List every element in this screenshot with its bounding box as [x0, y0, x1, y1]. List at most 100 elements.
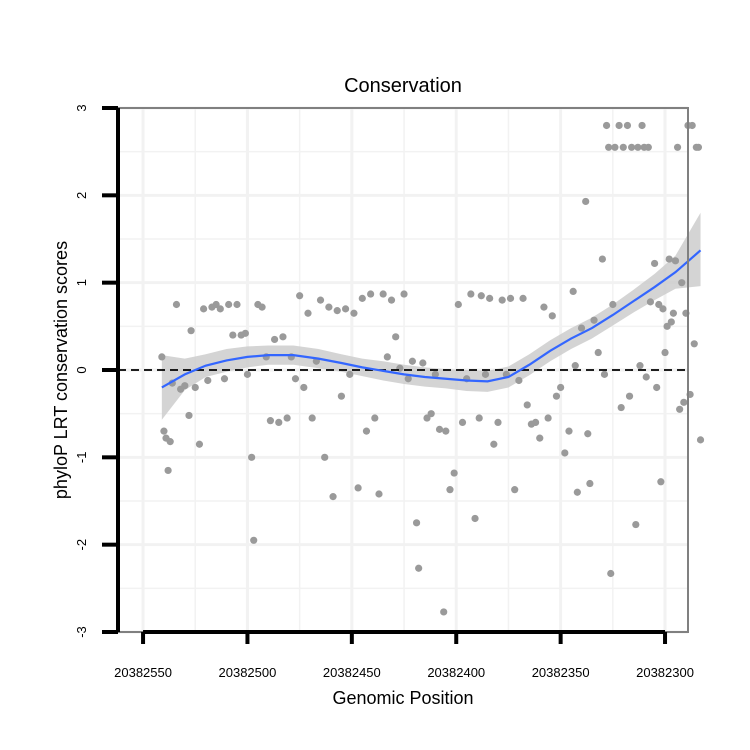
data-point [531, 418, 540, 426]
data-point [371, 414, 379, 422]
x-tick-label: 20382350 [532, 665, 590, 680]
data-point [650, 259, 659, 268]
data-point [467, 290, 475, 298]
data-point [296, 292, 304, 300]
data-point [544, 414, 552, 422]
data-point [623, 121, 632, 130]
y-tick-label: -1 [74, 452, 89, 464]
data-point [200, 305, 208, 313]
data-point [392, 333, 400, 341]
data-point [590, 316, 598, 324]
data-point [598, 255, 606, 263]
data-point [233, 300, 241, 309]
data-point [375, 490, 383, 498]
data-point [642, 373, 650, 381]
data-point [659, 305, 667, 313]
data-point [607, 569, 615, 578]
data-point [494, 418, 502, 426]
data-point [337, 392, 346, 400]
data-point [362, 427, 371, 435]
y-tick-label: -3 [74, 626, 89, 638]
y-tick-label: 0 [74, 366, 89, 373]
data-point [354, 484, 362, 492]
loess-line [161, 249, 702, 389]
data-point [548, 312, 556, 320]
x-tick-label: 20382450 [323, 665, 381, 680]
data-point [300, 383, 308, 392]
data-point [279, 333, 287, 341]
data-point [383, 353, 391, 361]
data-point [486, 294, 494, 302]
data-point [435, 425, 444, 433]
data-point [609, 300, 617, 309]
data-point [481, 370, 490, 378]
data-point [358, 294, 366, 302]
data-point [632, 520, 640, 529]
y-tick-label: 1 [74, 279, 89, 286]
data-point [229, 331, 237, 339]
data-point [634, 143, 642, 151]
y-axis-title: phyloP LRT conservation scores [51, 241, 71, 499]
data-point [661, 348, 669, 357]
data-point [636, 362, 644, 370]
data-point [671, 257, 680, 265]
data-point [696, 436, 705, 444]
data-point [283, 414, 291, 422]
data-point [270, 335, 279, 344]
x-axis-title: Genomic Position [332, 688, 473, 708]
data-point [498, 296, 506, 304]
data-point [220, 375, 229, 383]
x-axis: 20382550 20382500 20382450 20382400 20382350… [114, 630, 694, 680]
data-point [615, 121, 623, 130]
data-point [561, 449, 569, 457]
data-point [308, 414, 316, 422]
data-point [241, 329, 249, 337]
data-point [216, 305, 224, 313]
data-point [667, 318, 675, 326]
data-point [669, 309, 677, 317]
data-point [185, 411, 193, 420]
data-point [573, 488, 581, 496]
x-tick-label: 20382550 [114, 665, 172, 680]
y-tick-label: 3 [74, 104, 89, 111]
data-point [248, 453, 256, 461]
data-point [346, 370, 354, 378]
data-point [617, 403, 625, 412]
data-point [316, 296, 325, 304]
data-point [158, 353, 166, 361]
data-point [665, 255, 673, 263]
data-point [638, 121, 646, 130]
data-point [644, 143, 652, 151]
data-point [350, 309, 358, 317]
x-tick-label: 20382300 [636, 665, 694, 680]
data-point [160, 427, 168, 435]
data-point [304, 309, 312, 317]
data-point [204, 376, 212, 385]
data-point [557, 383, 565, 392]
x-tick-label: 20382500 [219, 665, 277, 680]
data-point [419, 359, 427, 367]
data-point [653, 383, 661, 392]
data-point [164, 466, 172, 475]
data-point [565, 427, 573, 435]
data-point [379, 290, 387, 298]
loess-fit-line [161, 249, 702, 389]
data-point [341, 305, 350, 313]
data-point [676, 405, 684, 413]
data-point [569, 287, 577, 295]
data-point [571, 362, 579, 370]
data-point [325, 303, 333, 311]
data-point [415, 564, 423, 572]
data-point [412, 519, 421, 527]
data-point [250, 536, 258, 544]
data-point [577, 324, 586, 332]
data-point [321, 453, 329, 461]
data-point [458, 418, 467, 426]
data-point [225, 300, 233, 309]
scatter-points [158, 121, 705, 616]
data-point [536, 434, 544, 442]
data-point [519, 294, 527, 302]
data-point [187, 327, 195, 335]
x-tick-label: 20382400 [427, 665, 485, 680]
data-point [475, 414, 483, 422]
